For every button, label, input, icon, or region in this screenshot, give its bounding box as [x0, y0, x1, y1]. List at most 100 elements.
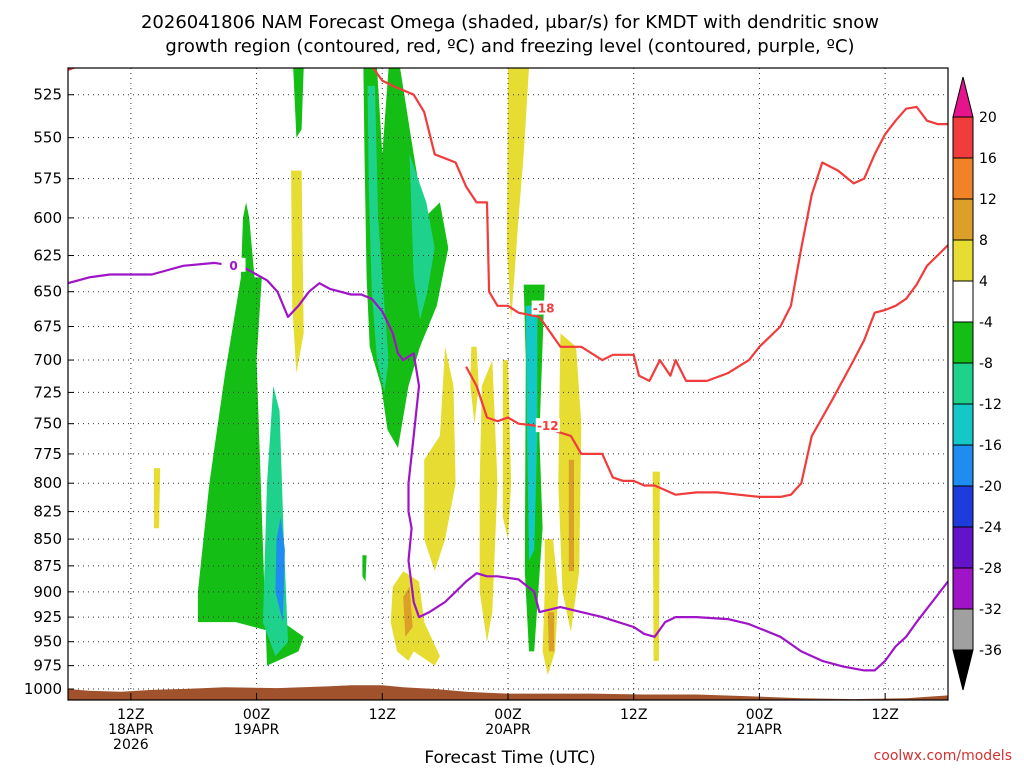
freezing-contour-0	[68, 261, 948, 672]
y-tick-label-7: 700	[33, 351, 62, 369]
x-tick-label-2-0: 12Z	[369, 707, 396, 723]
colorbar-label-13: -36	[979, 643, 1002, 659]
y-tick-label-10: 775	[33, 445, 62, 463]
x-tick-label-5-0: 00Z	[746, 707, 773, 723]
omega-region-11	[153, 468, 161, 529]
colorbar: 20 16 12 8 4 -4 -8 -12 -16 -20 -24 -28 -32 -36	[952, 76, 1002, 691]
x-tick-label-1-0: 00Z	[243, 707, 270, 723]
x-tick-label-1-1: 19APR	[234, 722, 280, 738]
omega-region-7	[362, 555, 367, 582]
omega-region-20	[547, 612, 555, 652]
colorbar-swatch-0	[952, 116, 974, 159]
colorbar-label-8: -16	[979, 438, 1002, 454]
grid-lines	[68, 68, 948, 700]
omega-region-23	[652, 471, 660, 661]
y-tick-label-14: 875	[33, 557, 62, 575]
terrain-surface	[68, 685, 948, 700]
pressure-axis: 525 550 575 600 625 650 675 700 725 750 775 800 825 8…	[24, 86, 74, 698]
y-tick-label-19: 1000	[24, 680, 62, 698]
dgz-label-0: -18	[533, 302, 555, 316]
colorbar-swatch-10	[952, 526, 974, 569]
freezing-label-0: 0	[229, 259, 237, 273]
colorbar-swatch-2	[952, 198, 974, 241]
x-tick-label-5-1: 21APR	[737, 722, 783, 738]
colorbar-label-10: -24	[979, 520, 1002, 536]
colorbar-swatch-8	[952, 444, 974, 487]
contour-lines: -18 -12 0	[68, 68, 948, 672]
omega-region-2	[275, 517, 285, 623]
colorbar-label-3: 8	[979, 233, 988, 249]
omega-region-16	[479, 360, 498, 642]
y-tick-label-13: 850	[33, 530, 62, 548]
y-tick-label-9: 750	[33, 415, 62, 433]
omega-region-17	[502, 360, 512, 540]
y-tick-label-17: 950	[33, 633, 62, 651]
dgz-label-bg-1	[535, 418, 560, 433]
colorbar-label-12: -32	[979, 602, 1002, 618]
dgz-label-1: -12	[537, 419, 559, 433]
credit-text: coolwx.com/models	[874, 748, 1012, 764]
colorbar-swatch-4	[952, 280, 974, 323]
colorbar-swatch-1	[952, 157, 974, 200]
omega-region-18	[507, 68, 529, 320]
y-tick-label-2: 575	[33, 170, 62, 188]
y-tick-label-15: 900	[33, 583, 62, 601]
colorbar-swatch-3	[952, 239, 974, 282]
terrain-fill	[68, 685, 948, 700]
colorbar-swatch-11	[952, 567, 974, 610]
omega-region-12	[390, 571, 440, 666]
colorbar-label-11: -28	[979, 561, 1002, 577]
colorbar-label-6: -8	[979, 356, 993, 372]
dgz-label-bg-0	[531, 300, 556, 315]
y-tick-label-6: 675	[33, 318, 62, 336]
colorbar-swatch-7	[952, 403, 974, 446]
omega-region-15	[470, 346, 479, 424]
x-tick-label-6-0: 12Z	[871, 707, 898, 723]
y-tick-label-11: 800	[33, 474, 62, 492]
y-tick-label-3: 600	[33, 209, 62, 227]
omega-region-10	[291, 170, 304, 374]
y-tick-label-18: 975	[33, 657, 62, 675]
x-tick-label-3-0: 00Z	[494, 707, 521, 723]
omega-region-5	[409, 154, 435, 320]
omega-region-22	[568, 459, 574, 572]
x-tick-label-4-0: 12Z	[620, 707, 647, 723]
colorbar-label-9: -20	[979, 479, 1002, 495]
freezing-label-bg-0	[221, 257, 246, 272]
x-tick-label-0-1: 18APR	[108, 722, 154, 738]
omega-region-1	[262, 386, 288, 657]
dgz-contour-0	[68, 68, 948, 382]
omega-shading	[153, 68, 660, 676]
y-tick-label-4: 625	[33, 247, 62, 265]
omega-region-6	[293, 68, 304, 138]
colorbar-label-0: 20	[979, 110, 997, 126]
x-tick-label-0-2: 2026	[113, 737, 149, 753]
y-tick-label-16: 925	[33, 608, 62, 626]
colorbar-swatch-9	[952, 485, 974, 528]
colorbar-swatch-6	[952, 362, 974, 405]
omega-region-13	[403, 586, 413, 637]
x-tick-label-3-1: 20APR	[485, 722, 531, 738]
colorbar-label-7: -12	[979, 397, 1002, 413]
omega-region-0	[197, 202, 304, 666]
x-tick-label-0-0: 12Z	[117, 707, 144, 723]
colorbar-label-4: 4	[979, 274, 988, 290]
colorbar-under-triangle	[952, 649, 974, 691]
y-tick-label-8: 725	[33, 383, 62, 401]
colorbar-label-2: 12	[979, 192, 997, 208]
colorbar-label-5: -4	[979, 315, 993, 331]
colorbar-swatch-5	[952, 321, 974, 364]
omega-region-9	[525, 305, 538, 561]
colorbar-label-1: 16	[979, 151, 997, 167]
y-tick-label-12: 825	[33, 503, 62, 521]
x-axis-label: Forecast Time (UTC)	[424, 748, 595, 768]
y-tick-label-1: 550	[33, 129, 62, 147]
chart-title-line1: 2026041806 NAM Forecast Omega (shaded, μ…	[141, 12, 879, 33]
y-tick-label-0: 525	[33, 86, 62, 104]
chart-title-line2: growth region (contoured, red, ºC) and f…	[165, 36, 854, 57]
y-tick-label-5: 650	[33, 283, 62, 301]
colorbar-swatch-12	[952, 608, 974, 651]
omega-region-14	[424, 346, 456, 572]
